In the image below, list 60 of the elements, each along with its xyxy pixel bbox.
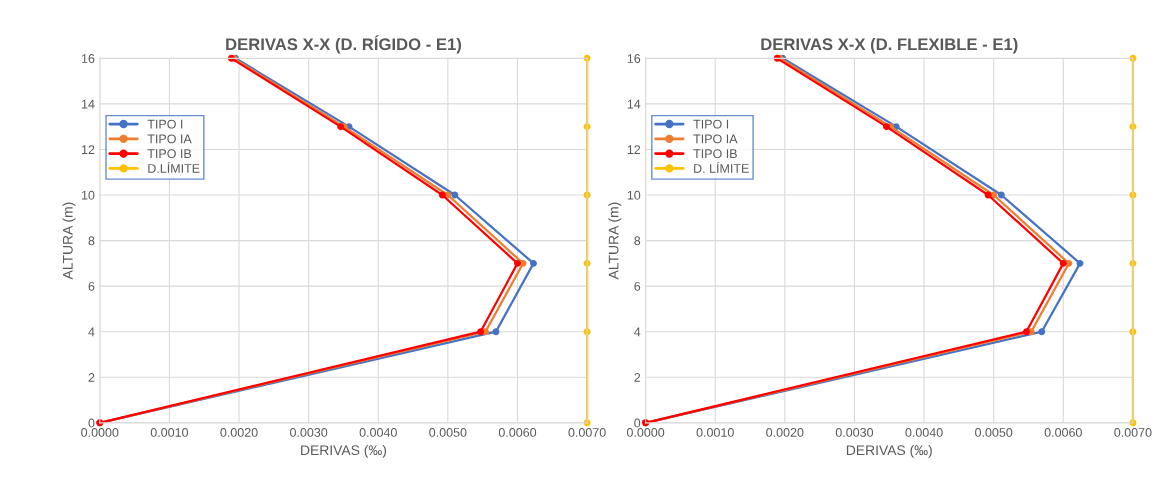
x-tick-label: 0.0070 xyxy=(568,428,606,437)
x-tick-label: 0.0010 xyxy=(696,428,734,437)
y-tick-label: 10 xyxy=(81,190,95,200)
x-tick-label: 0.0000 xyxy=(81,428,119,437)
point xyxy=(1022,328,1030,336)
point xyxy=(997,191,1005,199)
legend-label: TIPO IA xyxy=(693,134,738,144)
y-tick-label: 4 xyxy=(88,327,95,337)
y-tick-label: 6 xyxy=(634,281,641,291)
chart-title: DERIVAS X-X (D. FLEXIBLE - E1) xyxy=(761,37,1018,54)
x-axis-title: DERIVAS (‰) xyxy=(301,444,387,458)
y-tick-label: 8 xyxy=(88,236,95,246)
x-tick-label: 0.0030 xyxy=(290,428,328,437)
x-axis-title: DERIVAS (‰) xyxy=(846,444,932,458)
x-tick-label: 0.0070 xyxy=(1114,428,1152,437)
legend-label: TIPO I xyxy=(147,119,183,129)
legend-label: D.LÍMITE xyxy=(148,161,200,173)
point xyxy=(530,259,537,267)
y-tick-label: 6 xyxy=(88,281,95,291)
legend-label: TIPO I xyxy=(693,119,729,129)
x-tick-label: 0.0060 xyxy=(1044,428,1082,437)
legend-label: TIPO IA xyxy=(147,134,192,144)
x-tick-label: 0.0050 xyxy=(975,428,1013,437)
x-tick-label: 0.0020 xyxy=(220,428,258,437)
x-tick-label: 0.0020 xyxy=(766,428,804,437)
y-tick-label: 0 xyxy=(634,418,641,428)
y-tick-label: 14 xyxy=(627,99,641,109)
y-tick-label: 2 xyxy=(88,373,95,382)
y-tick-label: 10 xyxy=(627,190,641,200)
legend-label: D. LÍMITE xyxy=(694,161,749,173)
point xyxy=(451,191,459,199)
chart-title: DERIVAS X-X (D. RÍGIDO - E1) xyxy=(226,35,461,54)
point xyxy=(492,328,500,336)
y-axis-title: ALTURA (m) xyxy=(62,202,76,280)
y-tick-label: 8 xyxy=(634,236,641,246)
point xyxy=(1059,259,1067,267)
legend-label: TIPO IB xyxy=(147,149,192,159)
x-tick-label: 0.0030 xyxy=(835,428,874,437)
point xyxy=(438,191,446,199)
y-tick-label: 14 xyxy=(81,99,95,109)
y-tick-label: 2 xyxy=(634,373,641,382)
x-tick-label: 0.0040 xyxy=(359,428,397,437)
point xyxy=(514,259,521,267)
point xyxy=(1076,259,1084,267)
point xyxy=(477,328,485,336)
point xyxy=(1038,328,1046,336)
y-axis-title: ALTURA (m) xyxy=(608,202,622,280)
y-tick-label: 12 xyxy=(627,145,641,154)
x-tick-label: 0.0040 xyxy=(905,428,943,437)
y-tick-label: 12 xyxy=(81,145,95,154)
y-tick-label: 4 xyxy=(634,327,641,337)
x-tick-label: 0.0050 xyxy=(429,428,467,437)
y-tick-label: 16 xyxy=(81,54,95,63)
point xyxy=(882,123,890,131)
y-tick-label: 0 xyxy=(88,418,95,428)
legend-label: TIPO IB xyxy=(693,149,737,159)
x-tick-label: 0.0060 xyxy=(498,428,537,437)
y-tick-label: 16 xyxy=(627,54,641,63)
x-tick-label: 0.0000 xyxy=(626,428,665,437)
x-tick-label: 0.0010 xyxy=(150,428,189,437)
